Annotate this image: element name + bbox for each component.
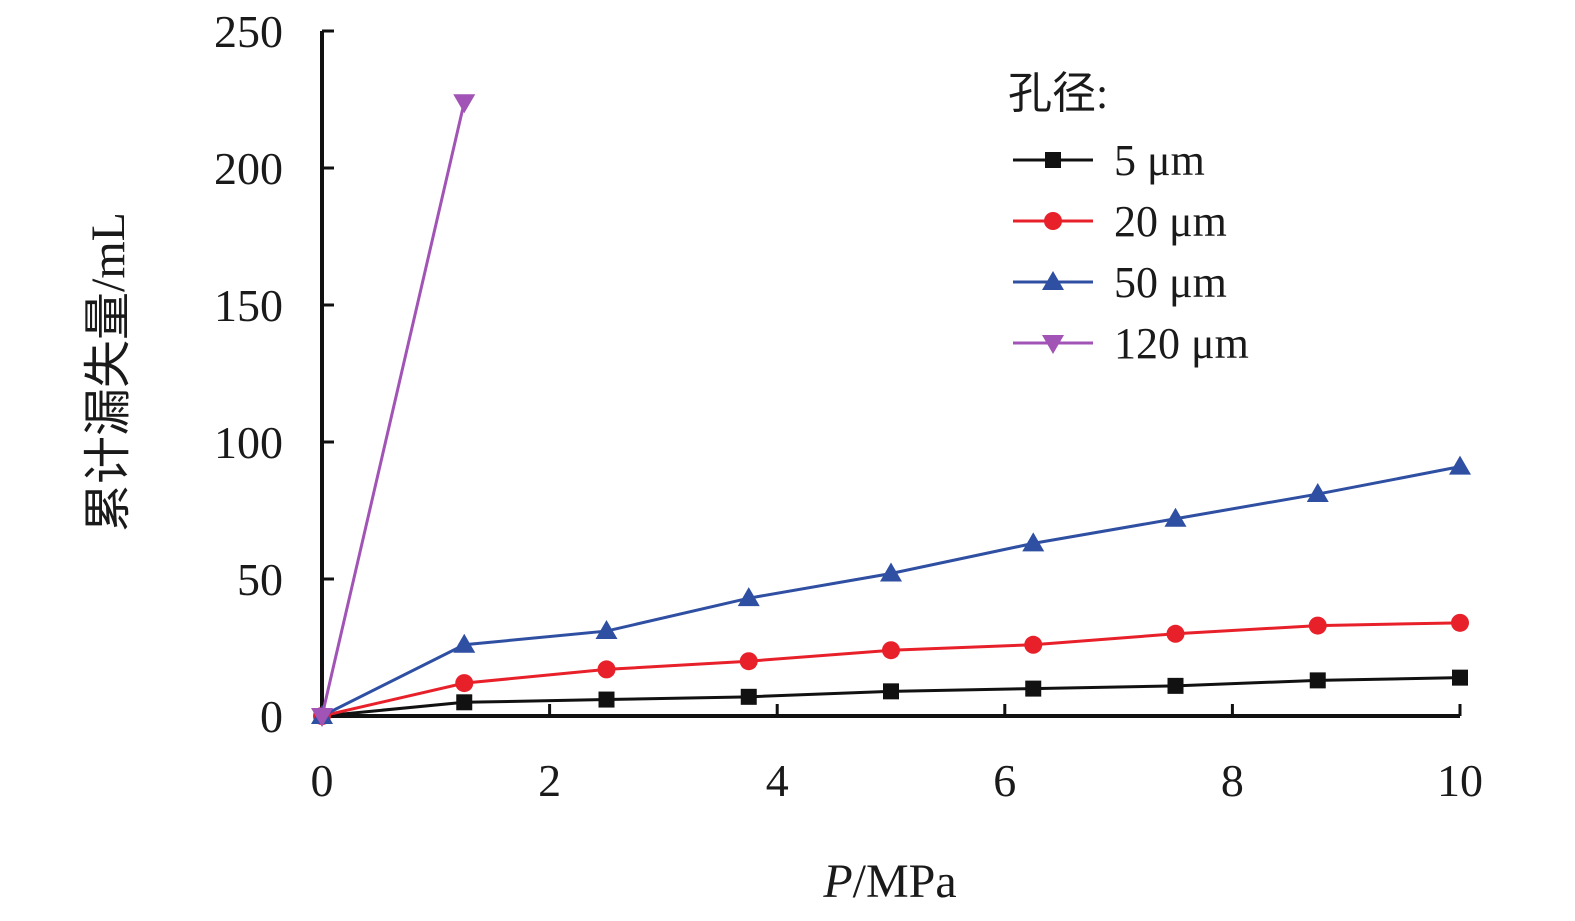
data-point (1022, 532, 1045, 552)
series-2 (313, 613, 1469, 725)
x-tick-label: 0 (311, 755, 334, 806)
data-point (737, 587, 760, 607)
data-point (1309, 672, 1326, 689)
x-tick-label: 10 (1437, 755, 1483, 806)
data-point (311, 708, 333, 727)
data-point (880, 562, 902, 582)
series-line (321, 465, 1461, 718)
legend-item: 5 μm (1013, 136, 1205, 185)
data-point (1306, 483, 1329, 503)
x-tick-label: 6 (993, 755, 1016, 806)
y-tick-label: 0 (260, 691, 283, 742)
x-axis-title-unit: /MPa (853, 855, 957, 908)
data-point (739, 652, 758, 671)
data-point (455, 674, 474, 693)
data-point (883, 683, 899, 700)
data-point (1167, 677, 1184, 694)
data-point (1166, 624, 1185, 643)
x-tick-label: 4 (766, 755, 789, 806)
legend-title: 孔径: (1008, 69, 1108, 118)
y-tick-label: 250 (214, 6, 283, 57)
series-1 (314, 669, 1468, 724)
data-point (1452, 669, 1468, 686)
data-point (1164, 507, 1187, 527)
data-point (882, 641, 900, 660)
data-point (453, 94, 476, 114)
data-point (597, 660, 616, 679)
data-point (595, 620, 618, 640)
data-point (1449, 455, 1471, 475)
data-point (740, 688, 757, 705)
legend-marker (1042, 335, 1064, 354)
legend-label: 50 μm (1114, 258, 1227, 307)
x-tick-label: 8 (1221, 755, 1244, 806)
series-3 (311, 455, 1471, 724)
y-tick-label: 100 (214, 417, 283, 468)
legend-item: 20 μm (1013, 197, 1227, 246)
series-line (320, 101, 466, 717)
legend-item: 120 μm (1013, 319, 1249, 368)
plot-area (311, 94, 1471, 727)
legend-label: 5 μm (1114, 136, 1205, 185)
data-point (598, 691, 615, 708)
legend-marker (1044, 212, 1062, 230)
data-point (456, 694, 473, 711)
data-point (1025, 680, 1042, 697)
x-axis-title: P/MPa (822, 855, 956, 908)
legend-label: 120 μm (1114, 319, 1249, 368)
series-4 (311, 94, 476, 727)
legend-item: 50 μm (1013, 258, 1227, 307)
data-point (1308, 616, 1327, 635)
y-tick-label: 150 (214, 280, 283, 331)
legend-label: 20 μm (1114, 197, 1227, 246)
legend-marker (1045, 152, 1061, 168)
y-tick-label: 200 (214, 143, 283, 194)
data-point (1451, 613, 1469, 632)
data-point (1024, 635, 1043, 654)
legend-marker (1042, 271, 1064, 290)
y-axis-title: 累计漏失量/mL (82, 212, 135, 532)
axes: 0 50 100 150 200 250 0 2 4 6 8 10 (214, 6, 1483, 806)
y-tick-label: 50 (237, 554, 283, 605)
x-tick-label: 2 (538, 755, 561, 806)
x-axis-title-variable: P (822, 855, 852, 908)
legend: 孔径: 5 μm 20 μm 50 μm 120 μm (1008, 69, 1249, 368)
data-point (453, 633, 476, 653)
